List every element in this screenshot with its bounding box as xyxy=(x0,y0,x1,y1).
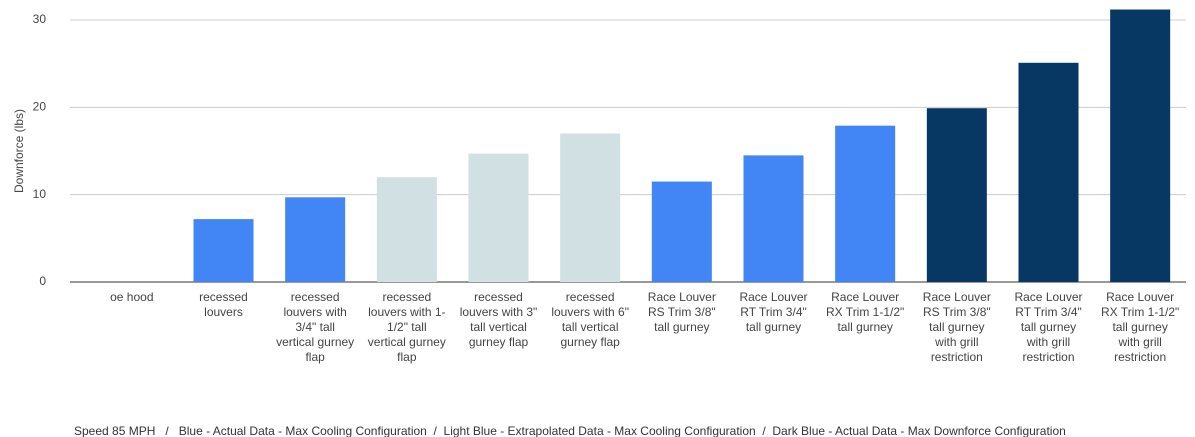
bar xyxy=(926,108,987,282)
x-tick-label: Race Louver RT Trim 3/4" tall gurney wit… xyxy=(1014,290,1083,364)
y-tick-label: 0 xyxy=(39,274,46,288)
bar xyxy=(468,153,529,282)
x-tick-label: Race Louver RX Trim 1-1/2" tall gurney xyxy=(826,290,905,334)
x-tick-label: Race Louver RS Trim 3/8" tall gurney xyxy=(647,290,716,334)
x-tick-label: recessed louvers with 3/4" tall vertical… xyxy=(276,290,355,364)
y-axis-title: Downforce (lbs) xyxy=(12,109,26,193)
bar xyxy=(193,219,254,282)
x-tick-label: recessed louvers with 1-1/2" tall vertic… xyxy=(367,290,446,364)
x-tick-label: Race Louver RS Trim 3/8" tall gurney wit… xyxy=(922,290,991,364)
bar xyxy=(743,155,804,282)
bar xyxy=(560,133,621,282)
x-tick-label: recessed louvers with 6" tall vertical g… xyxy=(551,290,629,349)
x-tick-label: Race Louver RT Trim 3/4" tall gurney xyxy=(739,290,808,334)
x-tick-label: oe hood xyxy=(110,290,154,304)
x-tick-label: recessed louvers xyxy=(199,290,248,319)
bar xyxy=(376,177,437,282)
x-tick-label: recessed louvers with 3" tall vertical g… xyxy=(459,290,538,349)
bar xyxy=(835,125,896,282)
bar xyxy=(1018,62,1079,282)
y-tick-label: 30 xyxy=(33,12,47,26)
legend-note: Speed 85 MPH / Blue - Actual Data - Max … xyxy=(74,424,1066,437)
bar xyxy=(1110,9,1171,283)
y-tick-label: 10 xyxy=(33,187,47,201)
bar xyxy=(651,181,712,282)
x-tick-label: Race Louver RX Trim 1-1/2" tall gurney w… xyxy=(1101,290,1180,364)
y-tick-label: 20 xyxy=(33,100,47,114)
bar xyxy=(285,197,346,282)
